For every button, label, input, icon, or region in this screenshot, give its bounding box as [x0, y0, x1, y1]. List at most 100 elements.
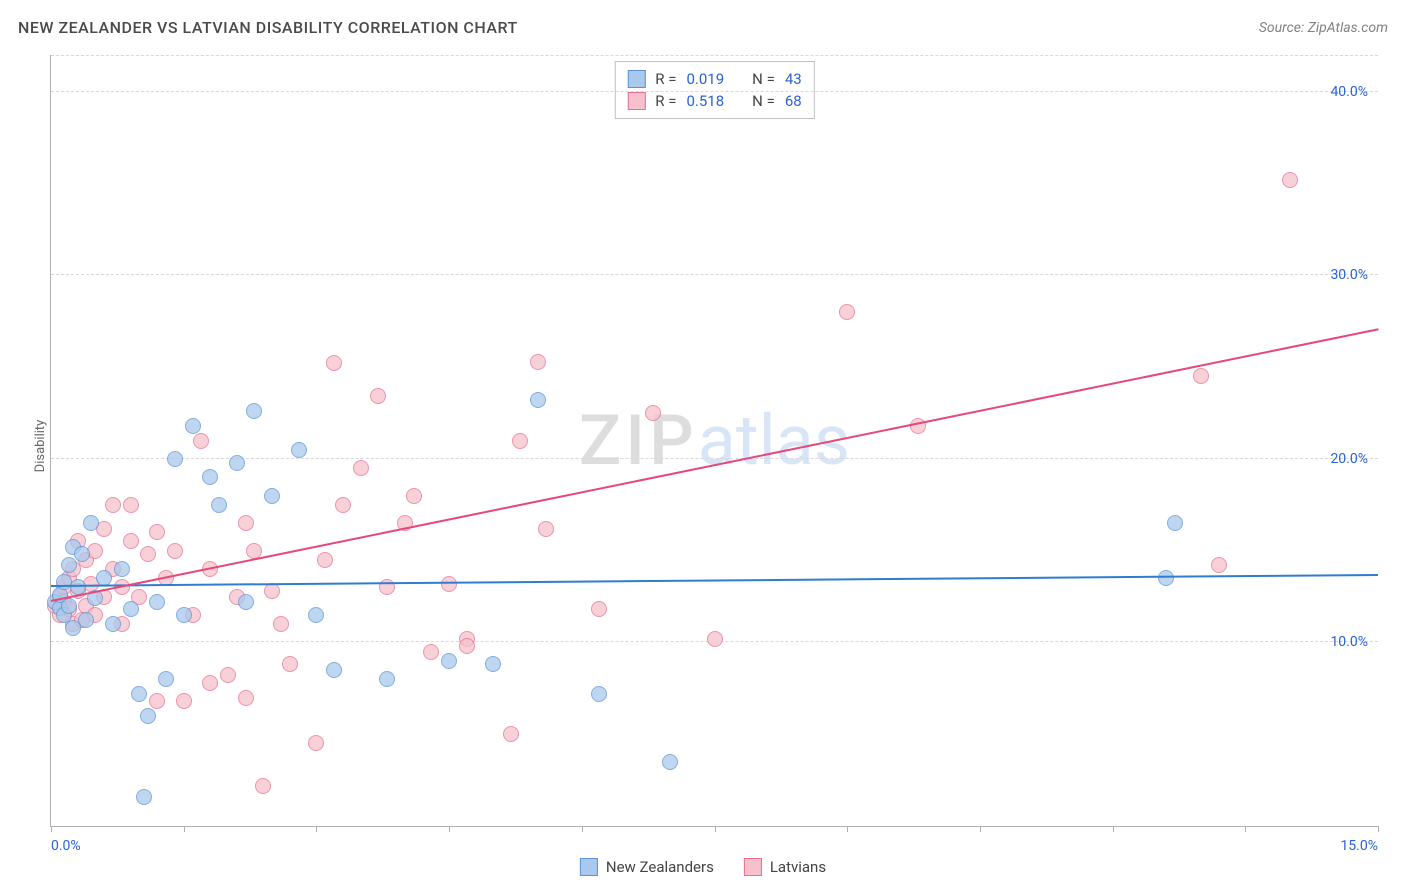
marker-nz [149, 594, 165, 610]
marker-lv [123, 497, 139, 513]
n-label: N = [752, 70, 775, 88]
marker-nz [441, 653, 457, 669]
marker-nz [662, 754, 678, 770]
xtick [316, 826, 317, 832]
trendline-nz [51, 574, 1378, 587]
marker-lv [220, 667, 236, 683]
legend-label-lv: Latvians [770, 858, 826, 876]
xtick [1113, 826, 1114, 832]
xtick [847, 826, 848, 832]
marker-lv [591, 601, 607, 617]
marker-lv [167, 543, 183, 559]
watermark-zip: ZIP [579, 400, 698, 482]
marker-lv [149, 524, 165, 540]
xtick [449, 826, 450, 832]
marker-lv [839, 304, 855, 320]
gridline [51, 274, 1378, 275]
marker-lv [202, 675, 218, 691]
marker-nz [167, 451, 183, 467]
ytick-label: 10.0% [1330, 634, 1368, 650]
marker-lv [264, 583, 280, 599]
marker-lv [335, 497, 351, 513]
watermark: ZIPatlas [579, 400, 850, 482]
marker-lv [707, 631, 723, 647]
marker-lv [123, 533, 139, 549]
marker-nz [176, 607, 192, 623]
legend-item-lv: Latvians [744, 858, 826, 876]
xtick-label: 0.0% [51, 838, 81, 854]
marker-lv [317, 552, 333, 568]
marker-nz [326, 662, 342, 678]
marker-lv [503, 726, 519, 742]
marker-nz [136, 789, 152, 805]
y-axis-label: Disability [33, 420, 48, 473]
marker-lv [1193, 368, 1209, 384]
marker-lv [1211, 557, 1227, 573]
r-value-lv: 0.518 [686, 92, 724, 110]
marker-nz [379, 671, 395, 687]
marker-nz [591, 686, 607, 702]
stats-row-lv: R = 0.518 N = 68 [627, 90, 801, 112]
marker-lv [176, 693, 192, 709]
r-value-nz: 0.019 [686, 70, 724, 88]
marker-lv [530, 354, 546, 370]
source-label: Source: ZipAtlas.com [1259, 20, 1388, 36]
marker-nz [105, 616, 121, 632]
marker-lv [538, 521, 554, 537]
marker-lv [512, 433, 528, 449]
marker-nz [485, 656, 501, 672]
marker-lv [326, 355, 342, 371]
marker-lv [193, 433, 209, 449]
ytick-label: 30.0% [1330, 267, 1368, 283]
swatch-nz [627, 70, 645, 88]
legend-item-nz: New Zealanders [580, 858, 714, 876]
bottom-legend: New Zealanders Latvians [580, 858, 826, 876]
marker-lv [645, 405, 661, 421]
scatter-chart: ZIPatlas R = 0.019 N = 43 R = 0.518 N = … [50, 55, 1378, 827]
marker-nz [114, 561, 130, 577]
gridline [51, 458, 1378, 459]
marker-lv [282, 656, 298, 672]
r-label: R = [655, 92, 676, 110]
marker-nz [140, 708, 156, 724]
marker-nz [291, 442, 307, 458]
marker-lv [308, 735, 324, 751]
marker-lv [1282, 172, 1298, 188]
marker-nz [83, 515, 99, 531]
xtick [51, 826, 52, 832]
marker-nz [1167, 515, 1183, 531]
marker-nz [308, 607, 324, 623]
marker-nz [61, 557, 77, 573]
marker-nz [530, 392, 546, 408]
marker-nz [238, 594, 254, 610]
marker-nz [229, 455, 245, 471]
gridline [51, 91, 1378, 92]
marker-lv [149, 693, 165, 709]
marker-nz [185, 418, 201, 434]
marker-nz [202, 469, 218, 485]
marker-lv [238, 515, 254, 531]
xtick [184, 826, 185, 832]
xtick [582, 826, 583, 832]
marker-nz [74, 546, 90, 562]
marker-lv [406, 488, 422, 504]
chart-header: NEW ZEALANDER VS LATVIAN DISABILITY CORR… [18, 18, 1388, 37]
marker-nz [123, 601, 139, 617]
marker-nz [78, 612, 94, 628]
ytick-label: 40.0% [1330, 84, 1368, 100]
swatch-lv [744, 858, 762, 876]
marker-nz [211, 497, 227, 513]
swatch-nz [580, 858, 598, 876]
n-value-lv: 68 [785, 92, 802, 110]
stats-row-nz: R = 0.019 N = 43 [627, 68, 801, 90]
xtick [980, 826, 981, 832]
r-label: R = [655, 70, 676, 88]
marker-lv [423, 644, 439, 660]
marker-lv [105, 497, 121, 513]
marker-lv [273, 616, 289, 632]
marker-lv [140, 546, 156, 562]
xtick [715, 826, 716, 832]
marker-lv [353, 460, 369, 476]
marker-nz [264, 488, 280, 504]
chart-title: NEW ZEALANDER VS LATVIAN DISABILITY CORR… [18, 18, 518, 37]
